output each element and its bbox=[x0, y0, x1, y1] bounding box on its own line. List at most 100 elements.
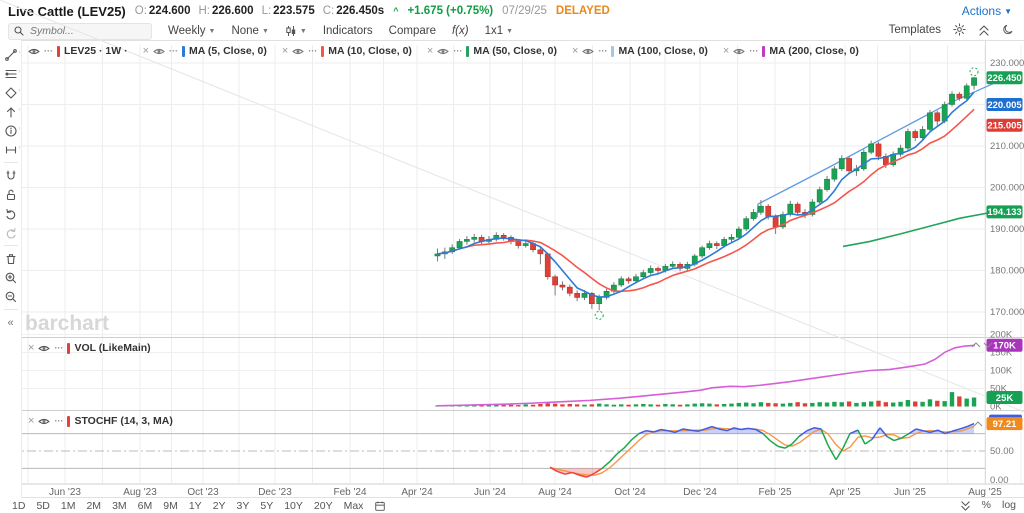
range-button-2m[interactable]: 2M bbox=[86, 499, 102, 512]
svg-text:50K: 50K bbox=[990, 384, 1008, 395]
eye-icon[interactable] bbox=[582, 47, 595, 56]
time-axis: Jun '23 Aug '23 Oct '23 Dec '23 Feb '24 Apr '… bbox=[49, 487, 1002, 498]
legend-menu-icon[interactable]: ··· bbox=[54, 416, 64, 426]
magnet-icon[interactable] bbox=[1, 166, 21, 185]
range-button-3m[interactable]: 3M bbox=[112, 499, 127, 512]
series-label: STOCHF (14, 3, MA) bbox=[74, 415, 173, 427]
range-button-5y[interactable]: 5Y bbox=[260, 499, 274, 512]
trendline-tool-icon[interactable]: › bbox=[1, 45, 21, 64]
zoom-in-icon[interactable] bbox=[1, 268, 21, 287]
svg-text:Feb '24: Feb '24 bbox=[333, 487, 366, 498]
legend-menu-icon[interactable]: ··· bbox=[749, 46, 759, 56]
series-label: MA (10, Close, 0) bbox=[328, 45, 412, 57]
legend-menu-icon[interactable]: ··· bbox=[308, 46, 318, 56]
close-icon[interactable]: × bbox=[28, 415, 35, 427]
close-icon[interactable]: × bbox=[28, 342, 35, 354]
series-color-bar bbox=[321, 45, 325, 57]
collapse-panes-icon[interactable] bbox=[960, 500, 971, 511]
trash-icon[interactable] bbox=[1, 249, 21, 268]
drawing-tools-sidebar: › › › › › › « bbox=[0, 40, 22, 498]
legend-menu-icon[interactable]: ··· bbox=[598, 46, 608, 56]
compare-button[interactable]: Compare bbox=[388, 25, 436, 37]
legend-menu-icon[interactable]: ··· bbox=[44, 46, 53, 56]
eye-icon[interactable] bbox=[153, 47, 165, 56]
svg-text:100K: 100K bbox=[990, 366, 1013, 377]
range-button-6m[interactable]: 6M bbox=[137, 499, 153, 512]
period-dropdown[interactable]: Weekly ▼ bbox=[168, 25, 216, 37]
range-button-1y[interactable]: 1Y bbox=[188, 499, 202, 512]
templates-button[interactable]: Templates bbox=[888, 23, 941, 36]
overlay-dropdown[interactable]: None ▼ bbox=[231, 25, 269, 37]
svg-text:Apr '25: Apr '25 bbox=[829, 487, 861, 498]
percent-scale-toggle[interactable]: % bbox=[981, 499, 991, 511]
close-icon[interactable]: × bbox=[572, 45, 579, 57]
log-scale-toggle[interactable]: log bbox=[1001, 499, 1016, 511]
grid-layout-dropdown[interactable]: 1x1 ▼ bbox=[484, 25, 514, 37]
redo-icon[interactable] bbox=[1, 223, 21, 242]
calendar-icon[interactable] bbox=[374, 500, 386, 512]
eye-icon[interactable] bbox=[292, 47, 305, 56]
legend-menu-icon[interactable]: ··· bbox=[169, 46, 179, 56]
toolbar-right-controls: Templates bbox=[889, 23, 1014, 36]
lock-icon[interactable] bbox=[1, 185, 21, 204]
range-button-1d[interactable]: 1D bbox=[12, 499, 26, 512]
range-button-3y[interactable]: 3Y bbox=[236, 499, 250, 512]
close-icon[interactable]: × bbox=[142, 45, 150, 57]
pane-borders bbox=[0, 0, 1024, 485]
svg-text:0.00: 0.00 bbox=[990, 475, 1009, 486]
collapse-toolbar-icon[interactable] bbox=[978, 24, 990, 36]
range-button-20y[interactable]: 20Y bbox=[313, 499, 333, 512]
expressions-button[interactable]: f(x) bbox=[451, 25, 469, 37]
close-icon[interactable]: × bbox=[426, 45, 434, 57]
actions-menu[interactable]: Actions ▼ bbox=[962, 4, 1012, 18]
main-pane-legend: ··· LEV25 · 1W · × ··· MA (5, Close, 0) ×… bbox=[28, 45, 859, 57]
svg-text:Apr '24: Apr '24 bbox=[401, 487, 433, 498]
svg-text:Aug '23: Aug '23 bbox=[123, 487, 157, 498]
svg-text:Dec '23: Dec '23 bbox=[258, 487, 292, 498]
svg-text:97.21: 97.21 bbox=[993, 419, 1017, 430]
measure-tool-icon[interactable]: › bbox=[5, 145, 21, 154]
arrow-tool-icon[interactable]: › bbox=[1, 102, 21, 121]
eye-icon[interactable] bbox=[28, 47, 40, 56]
annotation-tool-icon[interactable]: › bbox=[1, 121, 21, 140]
range-button-2y[interactable]: 2Y bbox=[212, 499, 226, 512]
candlestick-series bbox=[434, 77, 977, 311]
sidebar-divider bbox=[3, 309, 18, 310]
sidebar-divider bbox=[3, 245, 18, 246]
shapes-tool-icon[interactable]: › bbox=[1, 83, 21, 102]
indicators-button[interactable]: Indicators bbox=[322, 25, 373, 37]
settings-gear-icon[interactable] bbox=[953, 23, 966, 36]
legend-menu-icon[interactable]: ··· bbox=[54, 343, 64, 353]
svg-text:226.450: 226.450 bbox=[987, 73, 1021, 84]
collapse-sidebar-icon[interactable]: « bbox=[7, 316, 14, 329]
svg-text:220.005: 220.005 bbox=[987, 100, 1022, 111]
chart-style-dropdown[interactable]: ▼ bbox=[285, 25, 307, 37]
series-color-bar bbox=[611, 45, 615, 57]
dark-mode-moon-icon[interactable] bbox=[1002, 24, 1014, 36]
eye-icon[interactable] bbox=[38, 344, 50, 353]
search-input[interactable] bbox=[28, 24, 142, 38]
range-button-10y[interactable]: 10Y bbox=[284, 499, 303, 512]
eye-icon[interactable] bbox=[733, 47, 746, 56]
series-label: VOL (LikeMain) bbox=[74, 342, 151, 354]
range-button-5d[interactable]: 5D bbox=[36, 499, 50, 512]
svg-text:Aug '24: Aug '24 bbox=[538, 487, 572, 498]
zoom-out-icon[interactable] bbox=[1, 287, 21, 306]
range-button-max[interactable]: Max bbox=[343, 499, 364, 512]
ohlc-item: C: 226.450s bbox=[322, 5, 385, 17]
close-icon[interactable]: × bbox=[722, 45, 730, 57]
symbol-search[interactable] bbox=[8, 22, 152, 40]
legend-menu-icon[interactable]: ··· bbox=[453, 46, 463, 56]
range-button-9m[interactable]: 9M bbox=[163, 499, 178, 512]
close-icon[interactable]: × bbox=[281, 45, 289, 57]
svg-text:215.005: 215.005 bbox=[987, 121, 1022, 132]
undo-icon[interactable] bbox=[1, 204, 21, 223]
fibonacci-tool-icon[interactable]: › bbox=[1, 64, 21, 83]
price-change: +1.675 (+0.75%) bbox=[407, 5, 494, 17]
eye-icon[interactable] bbox=[437, 47, 450, 56]
search-icon bbox=[14, 26, 24, 36]
range-button-1m[interactable]: 1M bbox=[60, 499, 76, 512]
eye-icon[interactable] bbox=[38, 417, 50, 426]
